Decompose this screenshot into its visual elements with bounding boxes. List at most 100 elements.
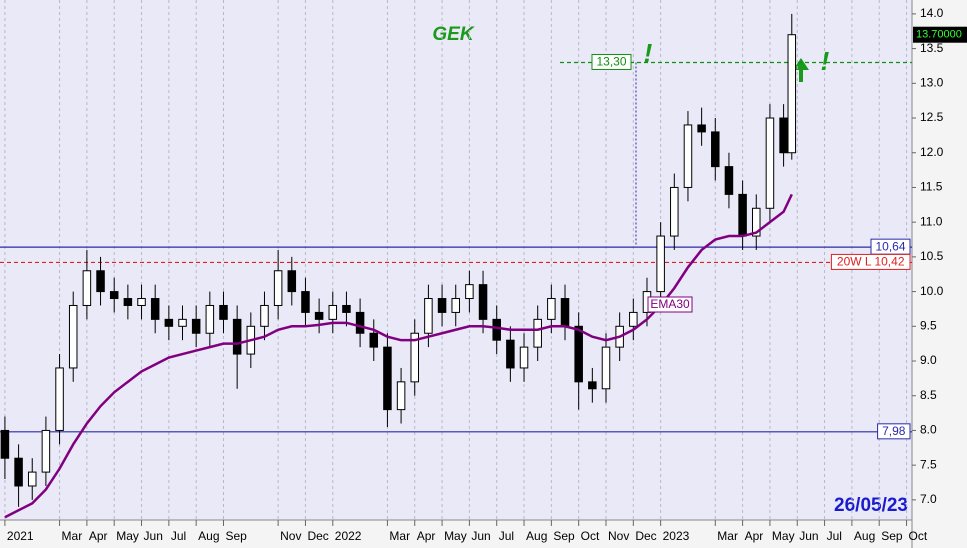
level-label: 10,64	[875, 239, 905, 253]
annotation: !	[644, 38, 653, 68]
x-tick-label: Jun	[799, 529, 818, 543]
x-tick-label: Jun	[144, 529, 163, 543]
level-label-box	[591, 53, 632, 70]
x-tick-label: Nov	[280, 529, 301, 543]
candle-body	[752, 207, 761, 237]
candle-body	[27, 471, 37, 487]
candle-body	[465, 284, 474, 300]
level-label-box	[830, 253, 911, 270]
y-tick-label: 10.5	[920, 249, 944, 263]
y-tick-label: 9.0	[920, 353, 937, 367]
candle-body	[164, 318, 174, 327]
y-tick-label: 13.0	[920, 75, 944, 89]
x-tick-label: Mar	[389, 529, 410, 543]
candle-body	[492, 318, 501, 341]
x-tick-label: Sep	[881, 529, 903, 543]
candle-body	[560, 298, 570, 327]
y-tick-label: 12.0	[920, 145, 944, 159]
x-tick-label: Aug	[198, 529, 219, 543]
candle-body	[738, 193, 747, 237]
x-tick-label: 2023	[663, 529, 690, 543]
candle-body	[178, 318, 187, 327]
y-tick-label: 13.5	[920, 41, 944, 55]
candle-body	[219, 304, 228, 320]
x-tick-label: May	[772, 529, 795, 543]
last-price-box	[913, 26, 967, 43]
annotation: !	[821, 46, 830, 76]
candle-body	[765, 117, 775, 209]
x-tick-label: Sep	[225, 529, 247, 543]
x-tick-label: Jul	[499, 529, 514, 543]
chart-title: GEK	[432, 24, 474, 45]
x-tick-label: 2022	[335, 529, 362, 543]
candle-body	[260, 304, 269, 327]
candle-body	[478, 284, 488, 320]
candle-body	[683, 124, 693, 188]
level-label: 20W L 10,42	[837, 255, 905, 269]
candle-body	[342, 304, 351, 313]
candle-body	[396, 381, 406, 411]
candle-body	[301, 291, 310, 313]
x-tick-label: Mar	[62, 529, 83, 543]
candle-body	[506, 339, 515, 369]
candle-body	[96, 270, 105, 293]
candle-body	[629, 311, 638, 327]
y-tick-label: 7.0	[920, 492, 937, 506]
candle-body	[314, 311, 324, 320]
y-tick-label: 11.0	[920, 214, 943, 228]
candle-body	[670, 186, 679, 237]
candle-body	[355, 311, 365, 334]
candle-body	[547, 298, 556, 320]
candle-body	[369, 332, 379, 348]
candle-body	[724, 166, 734, 195]
candle-body	[711, 131, 720, 168]
y-axis-area	[912, 0, 967, 548]
candle-body	[205, 304, 215, 334]
ema-label-box	[647, 296, 693, 313]
candle-body	[383, 346, 392, 411]
y-tick-label: 11.5	[920, 180, 943, 194]
candle-body	[82, 270, 92, 306]
candle-body	[533, 318, 542, 348]
candle-body	[410, 332, 420, 383]
x-tick-label: Mar	[717, 529, 738, 543]
x-tick-label: Apr	[89, 529, 108, 543]
y-tick-label: 8.0	[920, 423, 937, 437]
x-tick-label: Sep	[553, 529, 575, 543]
x-tick-label: Dec	[307, 529, 328, 543]
candle-body	[41, 429, 51, 473]
candle-body	[14, 457, 23, 487]
y-tick-label: 7.5	[920, 457, 937, 471]
candle-body	[55, 367, 64, 431]
x-axis-area	[0, 520, 912, 548]
level-label-box	[877, 423, 911, 440]
x-tick-label: May	[116, 529, 139, 543]
candle-body	[779, 117, 788, 154]
candle-body	[656, 235, 665, 293]
x-tick-label: 2021	[7, 529, 34, 543]
x-tick-label: Dec	[635, 529, 656, 543]
level-label: 7,98	[882, 424, 906, 438]
y-tick-label: 12.5	[920, 110, 944, 124]
last-price: 13.70000	[916, 29, 962, 41]
x-tick-label: Nov	[608, 529, 629, 543]
candle-body	[451, 298, 460, 313]
y-tick-label: 8.5	[920, 388, 937, 402]
candle-body	[150, 298, 160, 320]
y-tick-label: 10.0	[920, 284, 944, 298]
candle-body	[328, 304, 338, 320]
x-tick-label: Oct	[909, 529, 928, 543]
candle-body	[574, 325, 583, 383]
candle-body	[273, 270, 283, 306]
x-tick-label: Jul	[171, 529, 186, 543]
x-tick-label: Apr	[417, 529, 436, 543]
candle-body	[424, 298, 433, 334]
candle-body	[232, 318, 242, 355]
candle-body	[68, 304, 78, 369]
x-tick-label: Jul	[827, 529, 842, 543]
y-tick-label: 14.0	[920, 6, 944, 20]
y-tick-label: 9.5	[920, 318, 937, 332]
candle-body	[437, 298, 447, 313]
candle-body	[697, 124, 706, 133]
